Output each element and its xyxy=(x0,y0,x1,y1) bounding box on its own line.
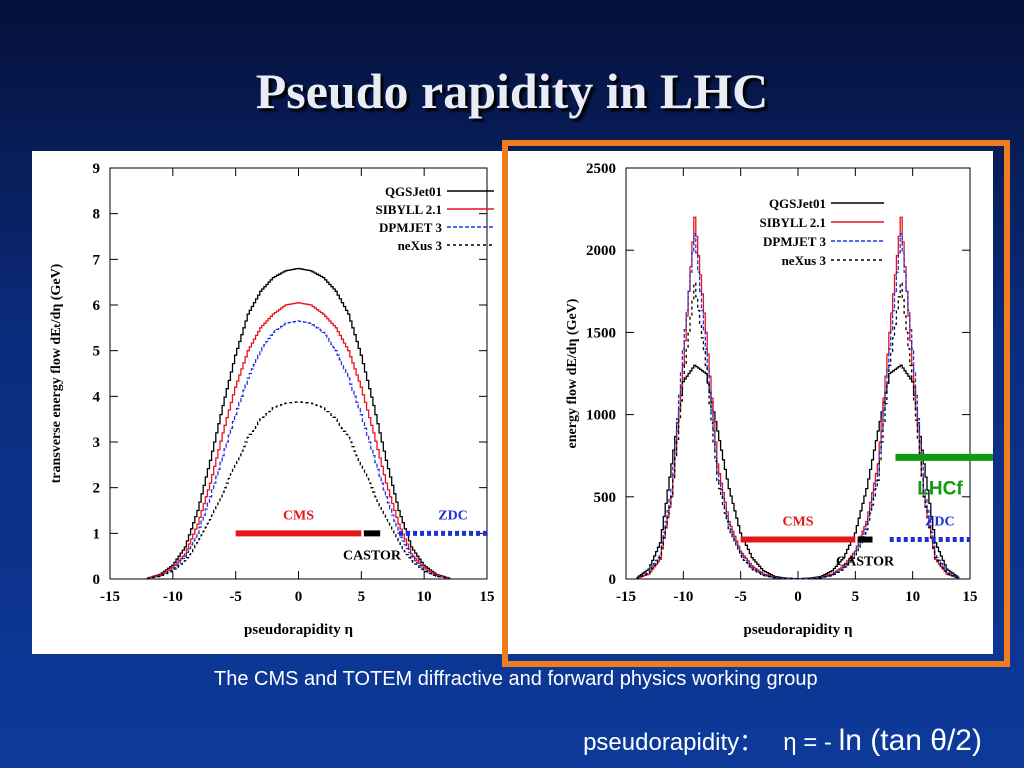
legend-label: neXus 3 xyxy=(398,238,443,253)
x-tick-label: -5 xyxy=(229,589,242,605)
right-chart-panel: -15 -10 -5 0 5 10 15 0 500 1000 1500 2000 2500 pseudo… xyxy=(508,151,993,654)
x-tick-label: -15 xyxy=(616,589,636,605)
y-tick-label: 8 xyxy=(93,207,101,223)
series-line-qgsjet01 xyxy=(636,364,960,580)
transverse-energy-chart: -15 -10 -5 0 5 10 15 0 1 2 3 4 5 6 7 8 9 pseudorapidity η… xyxy=(49,161,495,638)
y-axis-label: energy flow dE/dη (GeV) xyxy=(565,298,580,448)
x-axis-label: pseudorapidity η xyxy=(244,622,353,638)
legend-label: DPMJET 3 xyxy=(763,234,826,249)
highlight-frame xyxy=(502,140,1010,667)
castor-label: CASTOR xyxy=(836,555,895,570)
series-line-qgsjet01 xyxy=(146,267,451,579)
x-tick-label: -10 xyxy=(673,589,693,605)
y-tick-label: 0 xyxy=(609,572,617,588)
x-axis-label: pseudorapidity η xyxy=(744,622,853,638)
x-tick-label: 5 xyxy=(358,589,366,605)
formula-label: pseudorapidity： xyxy=(583,729,764,756)
y-tick-label: 1500 xyxy=(586,325,616,341)
y-tick-label: 2500 xyxy=(586,161,616,177)
legend-label: DPMJET 3 xyxy=(379,220,442,235)
lhcf-label: LHCf xyxy=(917,478,963,499)
series-line-nexus-3 xyxy=(146,401,451,579)
y-tick-label: 1000 xyxy=(586,408,616,424)
y-tick-label: 4 xyxy=(93,389,101,405)
legend-label: SIBYLL 2.1 xyxy=(376,202,442,217)
x-tick-label: -5 xyxy=(734,589,747,605)
x-tick-label: 0 xyxy=(295,589,303,605)
cms-label: CMS xyxy=(782,515,813,530)
x-tick-label: 10 xyxy=(417,589,432,605)
y-tick-label: 6 xyxy=(93,298,101,314)
legend-label: SIBYLL 2.1 xyxy=(760,215,826,230)
formula-expression: ln (tan θ/2) xyxy=(838,724,982,757)
x-tick-label: -10 xyxy=(163,589,183,605)
x-tick-label: 5 xyxy=(852,589,860,605)
x-tick-label: 15 xyxy=(480,589,495,605)
x-tick-label: 0 xyxy=(794,589,802,605)
castor-label: CASTOR xyxy=(343,548,402,563)
legend-label: QGSJet01 xyxy=(385,184,442,199)
y-tick-label: 9 xyxy=(93,161,101,177)
left-chart-panel: -15 -10 -5 0 5 10 15 0 1 2 3 4 5 6 7 8 9 pseudorapidity η… xyxy=(32,151,502,654)
series-line-nexus-3 xyxy=(636,282,960,580)
y-tick-label: 1 xyxy=(93,526,101,542)
series-line-dpmjet-3 xyxy=(636,233,960,580)
y-tick-label: 0 xyxy=(93,572,101,588)
y-tick-label: 500 xyxy=(594,490,617,506)
zdc-label: ZDC xyxy=(438,508,468,523)
y-tick-label: 5 xyxy=(93,344,101,360)
legend-label: neXus 3 xyxy=(782,253,827,268)
pseudorapidity-formula: pseudorapidity： η = - ln (tan θ/2) xyxy=(583,722,982,758)
y-tick-label: 7 xyxy=(93,252,101,268)
y-tick-label: 2000 xyxy=(586,243,616,259)
x-tick-label: 10 xyxy=(905,589,920,605)
slide-caption: The CMS and TOTEM diffractive and forwar… xyxy=(214,668,818,690)
legend-label: QGSJet01 xyxy=(769,196,826,211)
y-tick-label: 2 xyxy=(93,481,101,497)
y-tick-label: 3 xyxy=(93,435,101,451)
cms-label: CMS xyxy=(283,508,314,523)
slide-title: Pseudo rapidity in LHC xyxy=(255,63,769,119)
x-tick-label: -15 xyxy=(100,589,120,605)
zdc-label: ZDC xyxy=(925,515,955,530)
energy-flow-chart: -15 -10 -5 0 5 10 15 0 500 1000 1500 2000 2500 pseudo… xyxy=(565,161,993,638)
series-line-sibyll-2-1 xyxy=(146,302,451,579)
y-axis-label: transverse energy flow dEₜ/dη (GeV) xyxy=(49,263,64,483)
formula-eta: η = - xyxy=(783,729,832,756)
x-tick-label: 15 xyxy=(963,589,978,605)
